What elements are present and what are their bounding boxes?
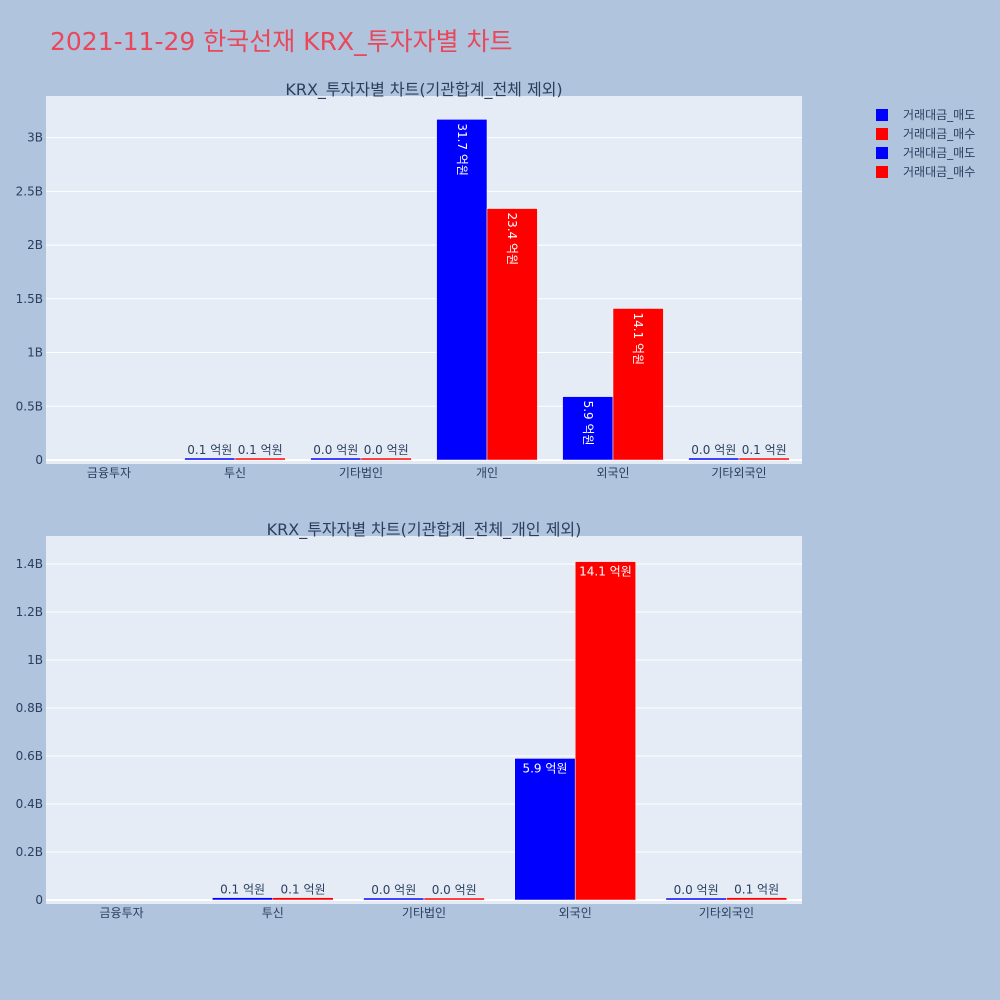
y-tick-label: 0 [35, 453, 43, 467]
y-tick-label: 1B [27, 346, 43, 360]
plot-area [46, 96, 802, 464]
chart-title: KRX_투자자별 차트(기관합계_전체_개인 제외) [267, 520, 582, 540]
bar [360, 457, 412, 461]
data-label: 0.1 억원 [238, 443, 283, 457]
y-tick-label: 0.2B [16, 845, 43, 859]
bar [574, 561, 636, 901]
bar [363, 897, 425, 901]
x-tick-label: 기타법인 [402, 906, 446, 920]
legend-swatch [876, 166, 888, 178]
legend-item-label: 거래대금_매수 [903, 127, 975, 141]
y-tick-label: 2.5B [16, 184, 43, 198]
bar [423, 897, 485, 901]
data-label: 0.1 억원 [281, 883, 326, 897]
chart-panel-1: 0 0.5B 1B 1.5B 2B 2.5B 3B KRX_투자자별 차트(기관합계_전체 제… [16, 80, 802, 480]
data-label: 23.4 억원 [505, 213, 519, 266]
legend-swatch [876, 147, 888, 159]
legend-item-label: 거래대금_매수 [903, 165, 975, 179]
bar [436, 119, 488, 461]
bar [310, 457, 362, 461]
x-tick-label: 기타외국인 [711, 466, 766, 480]
x-tick-label: 투신 [224, 466, 246, 480]
legend-item-label: 거래대금_매도 [903, 108, 975, 122]
page-title: 2021-11-29 한국선재 KRX_투자자별 차트 [50, 27, 513, 56]
y-tick-label: 0 [35, 893, 43, 907]
data-label: 0.0 억원 [674, 883, 719, 897]
data-label: 14.1 억원 [631, 312, 645, 365]
y-tick-label: 1.5B [16, 292, 43, 306]
bar [612, 308, 664, 461]
y-tick-label: 0.6B [16, 749, 43, 763]
bar [688, 457, 740, 461]
y-tick-label: 0.5B [16, 399, 43, 413]
x-tick-label: 개인 [476, 466, 498, 480]
bar [726, 897, 788, 901]
bar [234, 457, 286, 461]
x-tick-label: 외국인 [559, 906, 592, 920]
x-tick-label: 외국인 [596, 466, 629, 480]
bar [486, 208, 538, 461]
data-label: 0.0 억원 [371, 883, 416, 897]
bar [514, 758, 576, 901]
plot-area [46, 536, 802, 904]
bar [184, 457, 236, 461]
bar [272, 897, 334, 901]
legend-item-label: 거래대금_매도 [903, 146, 975, 160]
chart-title: KRX_투자자별 차트(기관합계_전체 제외) [285, 80, 562, 100]
y-tick-label: 1.2B [16, 605, 43, 619]
data-label: 31.7 억원 [455, 123, 469, 176]
bar [738, 457, 790, 461]
data-label: 0.1 억원 [742, 443, 787, 457]
data-label: 5.9 억원 [522, 761, 567, 775]
data-label: 5.9 억원 [581, 401, 595, 446]
data-label: 0.1 억원 [220, 883, 265, 897]
data-label: 0.0 억원 [691, 443, 736, 457]
legend-swatch [876, 109, 888, 121]
data-label: 0.0 억원 [432, 883, 477, 897]
bar [212, 897, 274, 901]
x-tick-label: 금융투자 [100, 906, 144, 920]
x-tick-label: 금융투자 [87, 466, 131, 480]
y-tick-label: 3B [27, 131, 43, 145]
y-tick-label: 1B [27, 653, 43, 667]
bar [665, 897, 727, 901]
y-tick-label: 2B [27, 238, 43, 252]
y-tick-label: 0.8B [16, 701, 43, 715]
legend-swatch [876, 128, 888, 140]
data-label: 0.1 억원 [734, 883, 779, 897]
x-tick-label: 기타법인 [339, 466, 383, 480]
bar [562, 396, 614, 461]
y-tick-label: 0.4B [16, 797, 43, 811]
x-tick-label: 기타외국인 [699, 906, 754, 920]
data-label: 14.1 억원 [579, 565, 632, 579]
y-tick-label: 1.4B [16, 557, 43, 571]
x-tick-label: 투신 [262, 906, 284, 920]
chart-panel-2: 0 0.2B 0.4B 0.6B 0.8B 1B 1.2B 1.4B KRX_투자자별 차트(기… [16, 520, 802, 920]
data-label: 0.0 억원 [313, 443, 358, 457]
data-label: 0.0 억원 [364, 443, 409, 457]
data-label: 0.1 억원 [187, 443, 232, 457]
